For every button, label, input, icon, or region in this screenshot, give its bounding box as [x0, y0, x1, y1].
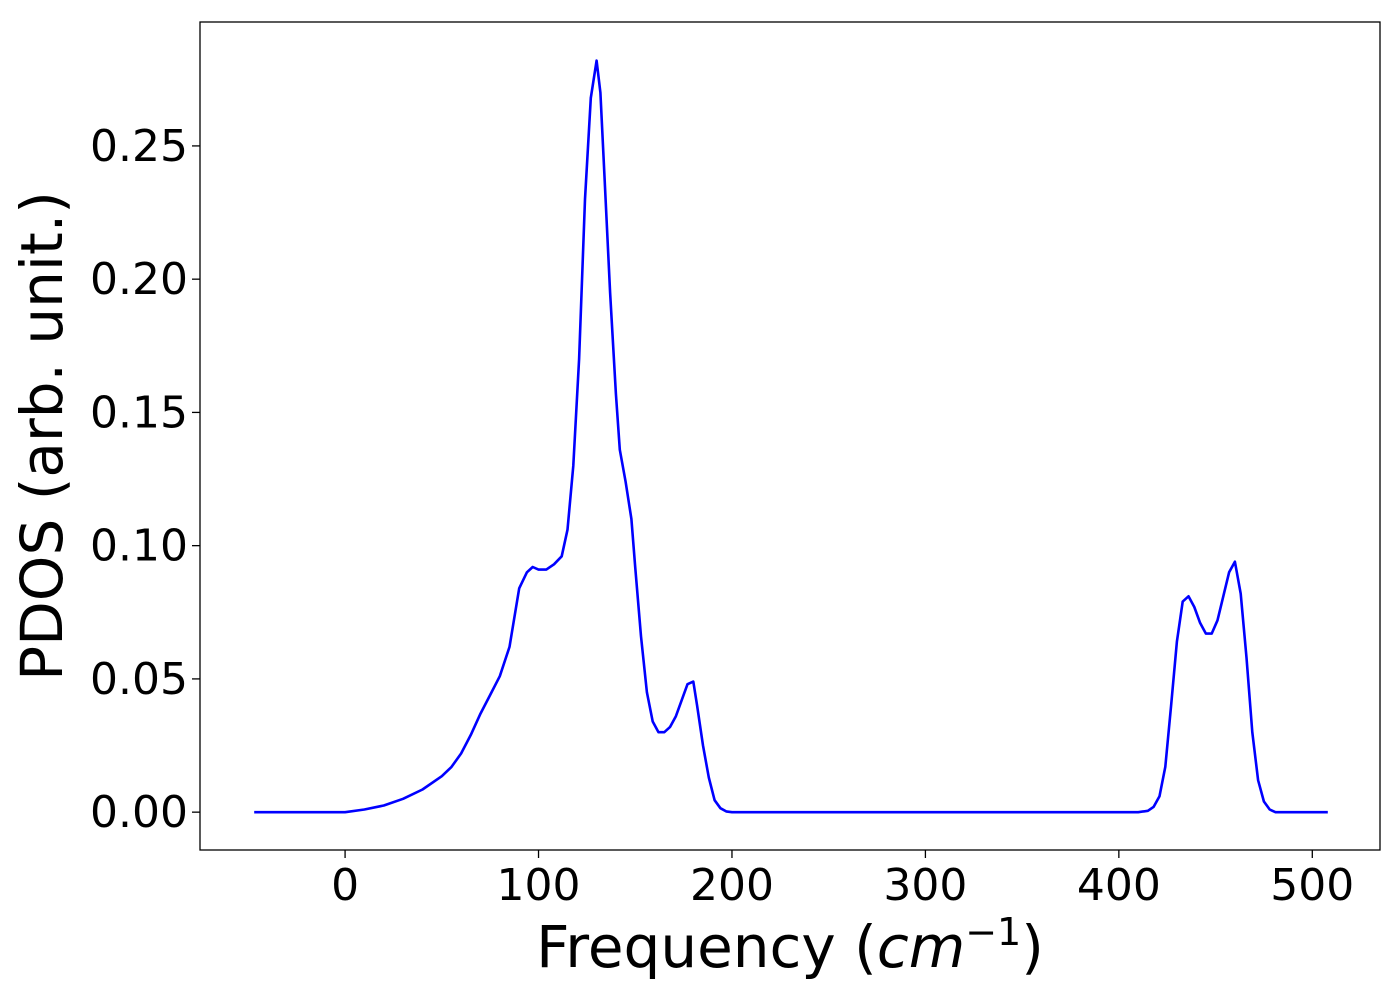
- x-tick-label: 300: [883, 860, 967, 911]
- x-tick-label: 0: [331, 860, 359, 911]
- y-tick-label: 0.00: [90, 787, 188, 838]
- x-tick-label: 200: [690, 860, 774, 911]
- y-tick-label: 0.05: [90, 654, 188, 705]
- y-axis-label: PDOS (arb. unit.): [8, 191, 76, 681]
- pdos-series-line: [254, 59, 1328, 814]
- plot-area: [199, 21, 1381, 851]
- y-tick-label: 0.25: [90, 121, 188, 172]
- x-axis-ticks: 0 100 200 300 400 500: [331, 850, 1354, 911]
- x-axis-label: Frequency (cm−1): [536, 910, 1044, 981]
- y-tick-label: 0.20: [90, 254, 188, 305]
- x-tick-label: 500: [1270, 860, 1354, 911]
- x-tick-label: 100: [497, 860, 581, 911]
- x-tick-label: 400: [1077, 860, 1161, 911]
- y-tick-label: 0.10: [90, 521, 188, 572]
- y-tick-label: 0.15: [90, 387, 188, 438]
- y-axis-ticks: 0.00 0.05 0.10 0.15 0.20 0.25: [90, 121, 200, 838]
